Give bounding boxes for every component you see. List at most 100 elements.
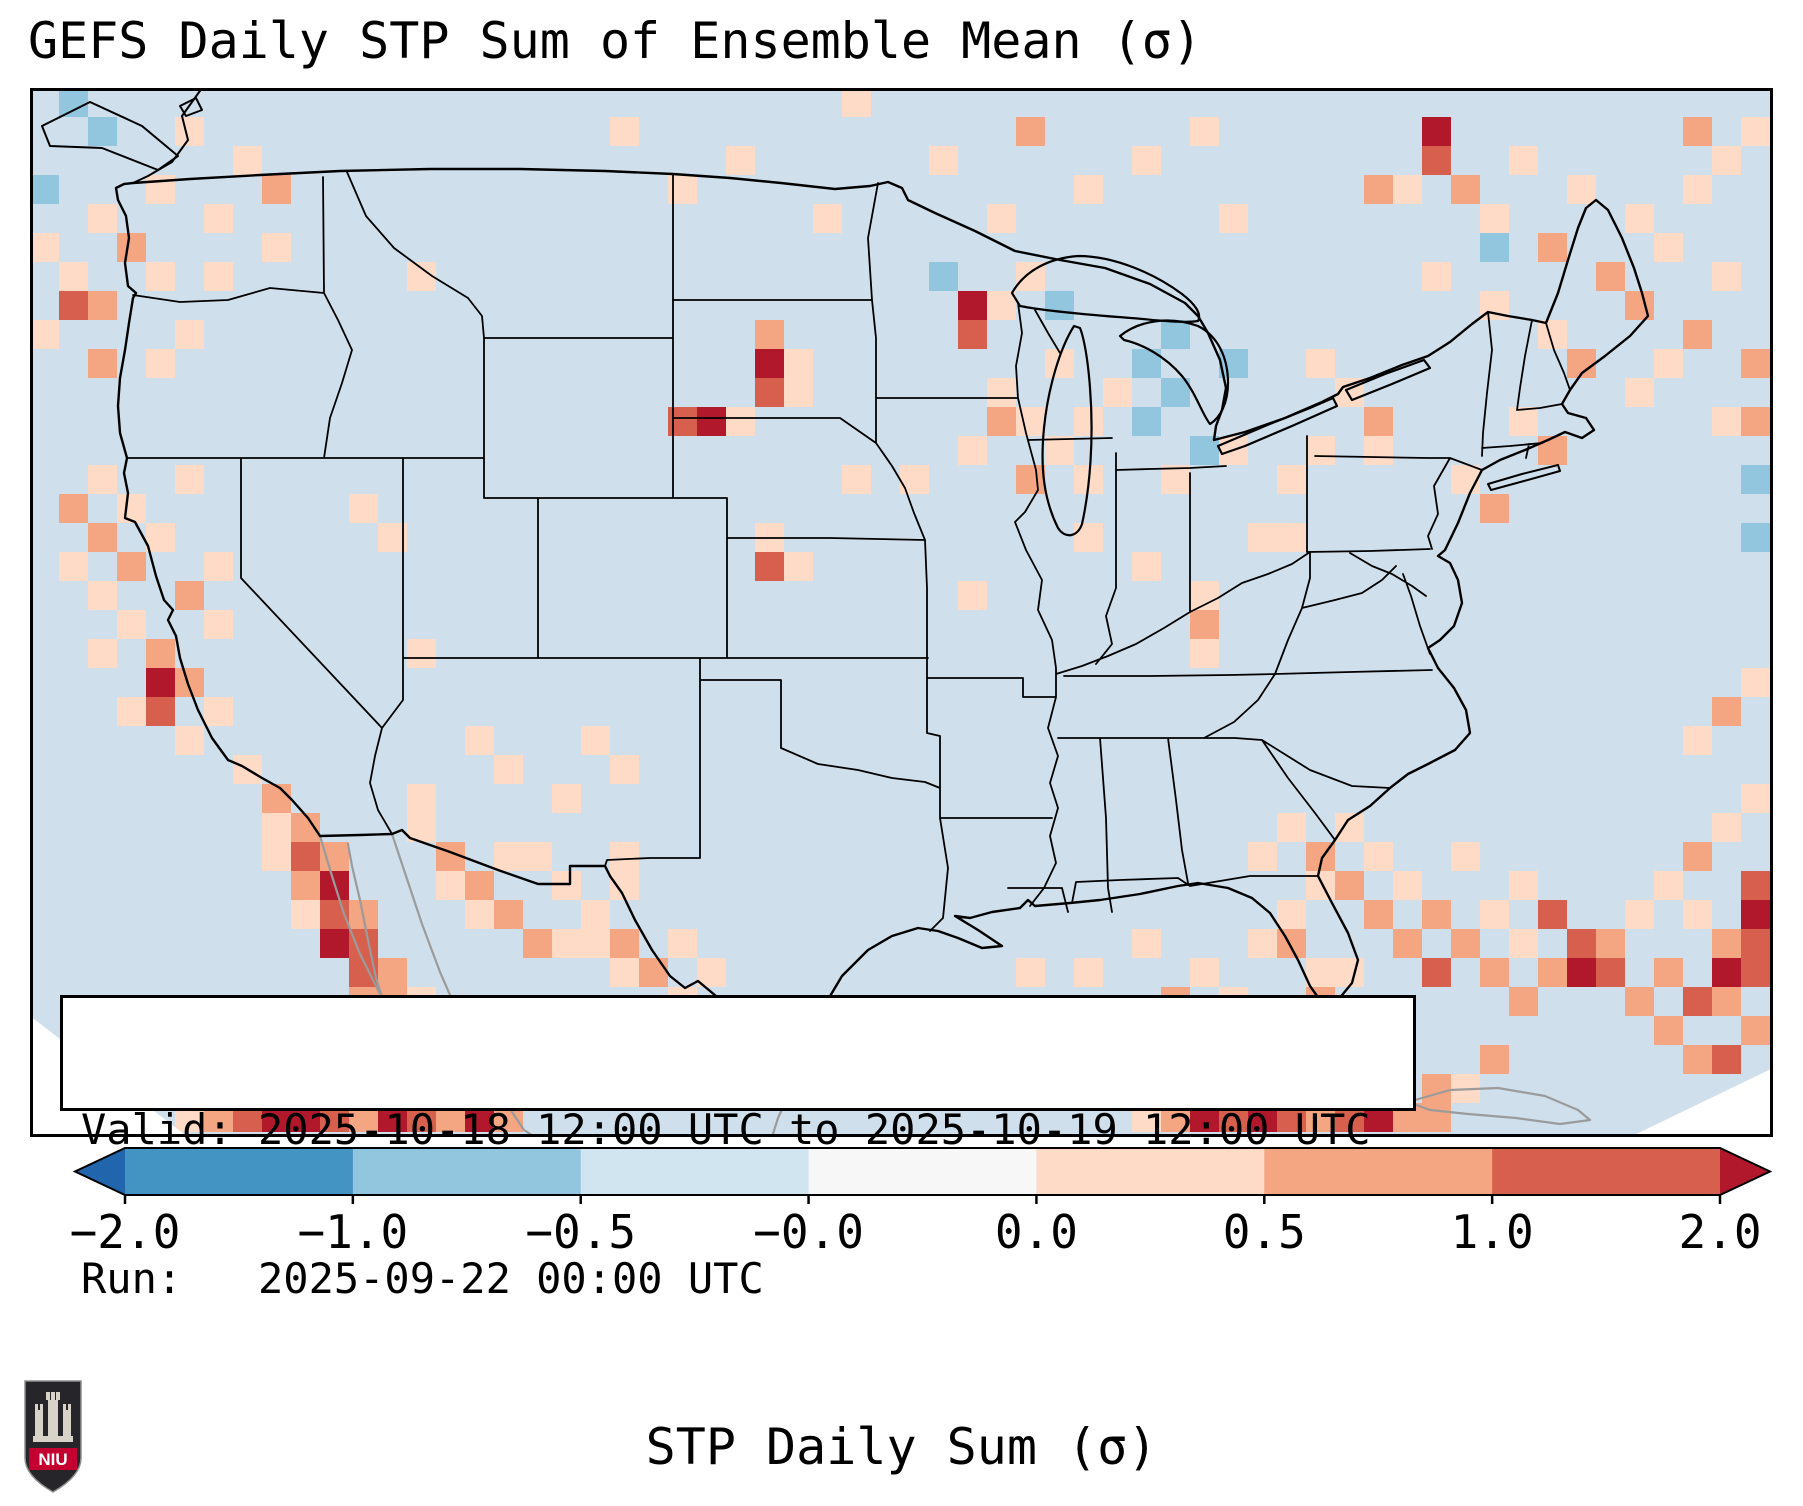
heatmap-cell [610,871,639,900]
heatmap-cell [1422,1103,1451,1132]
heatmap-cell [262,233,291,262]
niu-banner [29,1448,77,1470]
heatmap-cell [88,523,117,552]
lake-huron-outline [1118,319,1230,426]
heatmap-cell [349,494,378,523]
colorbar-segment [1492,1148,1721,1195]
heatmap-cell [88,291,117,320]
heatmap-cell [1712,958,1741,987]
heatmap-cell [1335,813,1364,842]
heatmap-cell [30,175,59,204]
heatmap-cell [146,668,175,697]
heatmap-cell [1567,175,1596,204]
heatmap-cell [146,349,175,378]
heatmap-cell [784,349,813,378]
heatmap-cell [552,929,581,958]
heatmap-cell [1132,146,1161,175]
heatmap-cell [610,929,639,958]
heatmap-cell [1712,813,1741,842]
heatmap-cell [1335,871,1364,900]
heatmap-cell [1509,407,1538,436]
colorbar-tick-label: 0.0 [995,1205,1078,1258]
colorbar-tick-label: −0.5 [525,1205,636,1258]
heatmap-cell [523,929,552,958]
heatmap-cell [1480,1045,1509,1074]
heatmap-cell [1161,378,1190,407]
heatmap-cell [929,146,958,175]
conus-map [30,88,1773,1137]
heatmap-cell [1219,204,1248,233]
heatmap-cell [1364,407,1393,436]
heatmap-cell [1683,1045,1712,1074]
heatmap-cell [1683,117,1712,146]
heatmap-cell [1132,407,1161,436]
heatmap-cell [958,320,987,349]
heatmap-cell [1741,958,1770,987]
heatmap-cell [117,494,146,523]
heatmap-cell [407,639,436,668]
heatmap-cell [233,146,262,175]
heatmap-cell [1393,175,1422,204]
heatmap-cell [175,117,204,146]
heatmap-cell [1654,958,1683,987]
heatmap-cell [349,929,378,958]
heatmap-cell [1712,1045,1741,1074]
heatmap-cell [1451,929,1480,958]
heatmap-cell [1741,929,1770,958]
valid-time-text: Valid: 2025-10-18 12:00 UTC to 2025-10-1… [81,1105,1371,1155]
heatmap-cell [1538,436,1567,465]
run-time-text: Run: 2025-09-22 00:00 UTC [81,1253,764,1303]
heatmap-cell [1393,929,1422,958]
cuba-coastline [1406,1086,1592,1126]
heatmap-cell [1422,958,1451,987]
heatmap-cell [1016,465,1045,494]
heatmap-cell [262,813,291,842]
heatmap-cell [1480,900,1509,929]
heatmap-cell [494,900,523,929]
heatmap-cell [1683,726,1712,755]
heatmap-cell [436,871,465,900]
heatmap-cell [59,552,88,581]
heatmap-cell [59,262,88,291]
heatmap-cell [1741,784,1770,813]
heatmap-cell [117,552,146,581]
heatmap-cell [1480,233,1509,262]
heatmap-cell [378,958,407,987]
heatmap-cell [1741,117,1770,146]
heatmap-cell [88,349,117,378]
colorbar-right-arrow [1720,1148,1770,1195]
heatmap-cell [1509,871,1538,900]
heatmap-cell [1248,523,1277,552]
heatmap-cell [204,204,233,233]
heatmap-cell [1074,958,1103,987]
heatmap-cell [175,726,204,755]
heatmap-cell [610,755,639,784]
heatmap-cell [1393,871,1422,900]
heatmap-cell [1422,117,1451,146]
colorbar-tick-label: −2.0 [70,1205,181,1258]
heatmap-cell [1074,175,1103,204]
lake-superior-outline [1010,254,1201,324]
heatmap-cell [755,320,784,349]
heatmap-cell [465,726,494,755]
heatmap-cell [581,726,610,755]
colorbar-panel: −2.0 −1.0 −0.5 −0.0 0.0 0.5 1.0 2.0 [30,1143,1773,1259]
heatmap-cell [581,900,610,929]
heatmap-cell [1248,842,1277,871]
lake-michigan-outline [1041,324,1093,537]
colorbar-segment [1264,1148,1493,1195]
state-borders [126,171,1571,932]
heatmap-cell [1016,958,1045,987]
heatmap-cell [1596,929,1625,958]
heatmap-cell [1190,639,1219,668]
heatmap-cell [1306,436,1335,465]
us-borders-layer [41,88,1650,1098]
bc-coastline [132,88,203,184]
colorbar-tick-label: −1.0 [297,1205,408,1258]
heatmap-cell [1190,610,1219,639]
heatmap-cell [1277,900,1306,929]
heatmap-cell [175,668,204,697]
heatmap-cell [1277,929,1306,958]
heatmap-cell [262,784,291,813]
heatmap-cell [1596,958,1625,987]
